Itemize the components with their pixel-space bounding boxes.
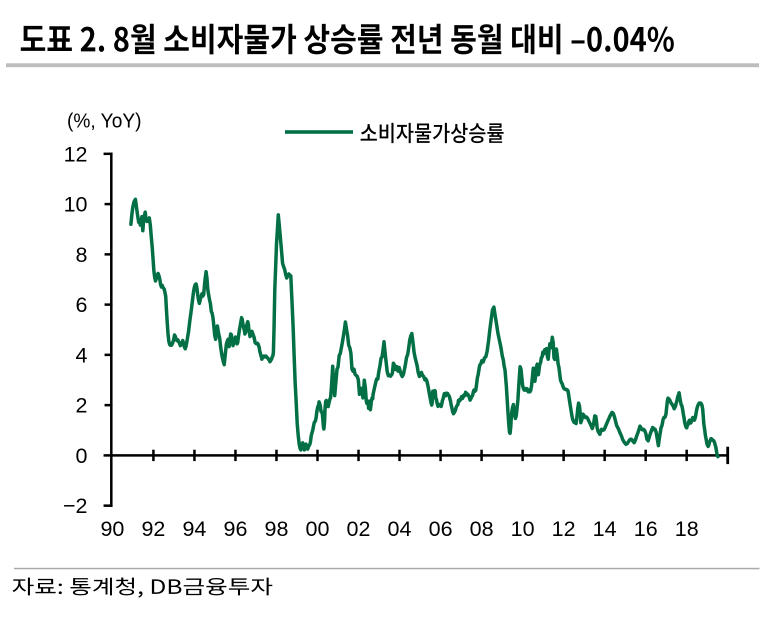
svg-text:14: 14 (593, 517, 617, 541)
svg-text:90: 90 (100, 517, 124, 541)
svg-text:18: 18 (675, 517, 699, 541)
svg-text:2: 2 (76, 394, 88, 418)
svg-text:98: 98 (265, 517, 289, 541)
svg-text:00: 00 (306, 517, 330, 541)
svg-text:12: 12 (64, 142, 88, 166)
svg-text:06: 06 (429, 517, 453, 541)
svg-text:92: 92 (141, 517, 165, 541)
svg-text:08: 08 (470, 517, 494, 541)
svg-text:10: 10 (64, 193, 88, 217)
svg-text:4: 4 (76, 344, 88, 368)
svg-text:10: 10 (511, 517, 535, 541)
svg-text:0: 0 (76, 444, 88, 468)
svg-text:04: 04 (388, 517, 412, 541)
svg-text:8: 8 (76, 243, 88, 267)
svg-text:16: 16 (634, 517, 658, 541)
svg-text:(%, YoY): (%, YoY) (67, 109, 142, 132)
svg-text:−2: −2 (63, 494, 88, 518)
svg-text:94: 94 (182, 517, 206, 541)
svg-text:96: 96 (224, 517, 248, 541)
svg-text:6: 6 (76, 293, 88, 317)
svg-text:12: 12 (552, 517, 576, 541)
svg-text:02: 02 (347, 517, 371, 541)
